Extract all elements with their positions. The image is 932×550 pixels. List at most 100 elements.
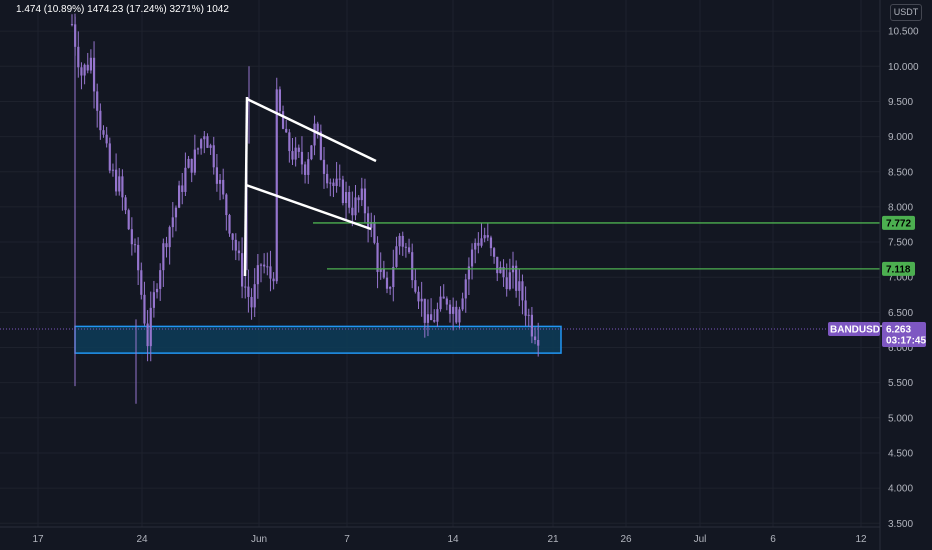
candle bbox=[433, 309, 436, 323]
level-price-label: 7.118 bbox=[886, 264, 911, 275]
candle bbox=[115, 153, 118, 196]
candle bbox=[483, 227, 486, 243]
candle bbox=[256, 253, 259, 299]
candle bbox=[329, 178, 332, 197]
price-axis[interactable]: 10.500 10.000 9.500 9.000 8.500 8.000 7.500 7.0… bbox=[879, 0, 919, 550]
candle bbox=[341, 175, 344, 206]
candle bbox=[493, 246, 496, 264]
candle bbox=[203, 131, 206, 154]
candle bbox=[401, 231, 404, 256]
candle bbox=[178, 180, 181, 209]
candle bbox=[464, 273, 467, 313]
falling-wedge-drawing[interactable] bbox=[243, 96, 377, 277]
price-axis-label: 4.500 bbox=[888, 448, 913, 459]
level-price-tag bbox=[882, 215, 915, 230]
candle bbox=[389, 286, 392, 295]
last-price-label: 6.263 bbox=[886, 325, 911, 336]
candle bbox=[521, 274, 524, 315]
candle bbox=[215, 154, 218, 192]
candle bbox=[86, 52, 89, 74]
candle bbox=[234, 233, 237, 261]
candle bbox=[467, 257, 470, 296]
candle bbox=[146, 310, 149, 362]
time-axis-label: 24 bbox=[136, 534, 148, 545]
candle bbox=[108, 137, 111, 174]
candle bbox=[272, 272, 275, 290]
candle bbox=[171, 202, 174, 238]
candle bbox=[294, 137, 297, 167]
price-axis-label: 10.500 bbox=[888, 27, 919, 38]
candle bbox=[448, 300, 452, 323]
symbol-tag bbox=[828, 322, 880, 337]
candle bbox=[168, 225, 171, 265]
candle bbox=[102, 125, 105, 138]
candle bbox=[196, 147, 200, 155]
candle bbox=[442, 284, 445, 299]
price-axis-label: 9.500 bbox=[888, 97, 913, 108]
wedge-upper-line[interactable] bbox=[246, 97, 377, 163]
time-axis-label: 6 bbox=[770, 534, 776, 545]
time-axis-label: 12 bbox=[855, 534, 867, 545]
time-axis[interactable]: 17 24 Jun 7 14 21 26 Jul 6 12 bbox=[0, 526, 880, 545]
candle bbox=[530, 306, 533, 344]
wedge-lower-line[interactable] bbox=[245, 183, 372, 231]
candle bbox=[385, 271, 389, 294]
candle bbox=[200, 138, 203, 155]
candle bbox=[143, 281, 146, 326]
currency-button[interactable]: USDT bbox=[890, 4, 922, 21]
price-axis-label: 3.500 bbox=[888, 519, 913, 530]
level-price-label: 7.772 bbox=[886, 218, 911, 229]
candle bbox=[266, 252, 269, 276]
candle bbox=[80, 62, 83, 90]
candle bbox=[319, 124, 322, 161]
candle bbox=[140, 262, 143, 300]
candle bbox=[527, 308, 530, 327]
candle bbox=[285, 119, 288, 133]
candle bbox=[376, 236, 379, 289]
candle bbox=[426, 299, 430, 337]
candle bbox=[392, 249, 395, 302]
candle bbox=[83, 63, 86, 85]
candle bbox=[241, 237, 244, 299]
price-axis-label: 5.500 bbox=[888, 378, 913, 389]
candle bbox=[395, 236, 398, 268]
candle bbox=[322, 147, 326, 189]
candle bbox=[111, 163, 115, 177]
candle bbox=[417, 286, 420, 309]
candle bbox=[237, 241, 241, 261]
candle bbox=[247, 269, 250, 313]
candle bbox=[121, 169, 124, 211]
candle bbox=[348, 185, 351, 214]
candle bbox=[461, 292, 464, 312]
candle bbox=[231, 233, 234, 251]
price-axis-label: 6.000 bbox=[888, 343, 913, 354]
candle bbox=[152, 280, 155, 318]
price-axis-label: 4.000 bbox=[888, 484, 913, 495]
candle bbox=[222, 168, 225, 200]
candle bbox=[480, 223, 483, 248]
candle bbox=[489, 235, 493, 257]
flagpole-line[interactable] bbox=[243, 96, 249, 277]
horizontal-levels[interactable] bbox=[313, 222, 880, 270]
candle bbox=[162, 238, 165, 287]
candle bbox=[474, 238, 477, 264]
price-axis-label: 8.500 bbox=[888, 167, 913, 178]
candle bbox=[137, 237, 140, 286]
time-axis-label: 7 bbox=[344, 534, 350, 545]
candle bbox=[193, 134, 196, 176]
time-axis-label: 17 bbox=[32, 534, 44, 545]
candle bbox=[291, 138, 294, 165]
support-zone-box[interactable] bbox=[74, 325, 562, 354]
candle bbox=[253, 268, 256, 317]
candle bbox=[263, 253, 266, 274]
candle bbox=[499, 261, 502, 274]
candle bbox=[92, 41, 96, 109]
candle bbox=[77, 31, 80, 78]
candle bbox=[370, 212, 373, 238]
price-axis-label: 6.500 bbox=[888, 308, 913, 319]
candle bbox=[360, 177, 363, 206]
candle bbox=[307, 152, 310, 184]
candle bbox=[190, 158, 193, 183]
candle bbox=[316, 121, 319, 139]
